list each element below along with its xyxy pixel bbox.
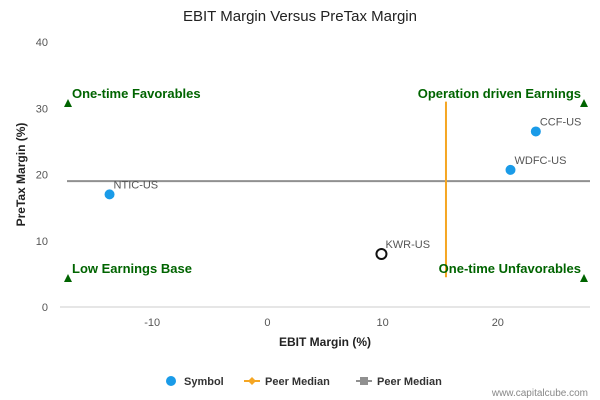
legend-label-peer-median-x: Peer Median — [265, 376, 330, 388]
legend-marker-diamond — [248, 377, 256, 385]
data-point — [375, 248, 388, 260]
y-tick-label: 30 — [36, 103, 48, 115]
x-tick-label: 20 — [492, 317, 504, 329]
x-tick-label: -10 — [144, 317, 160, 329]
data-point-label: KWR-US — [385, 239, 430, 251]
data-point — [104, 189, 115, 200]
data-point-label: NTIC-US — [114, 179, 159, 191]
chart-title: EBIT Margin Versus PreTax Margin — [183, 8, 417, 25]
quadrant-marker-triangle — [580, 99, 588, 107]
data-point-label: WDFC-US — [515, 155, 567, 167]
y-axis-title: PreTax Margin (%) — [14, 123, 28, 227]
legend-label-symbol: Symbol — [184, 376, 224, 388]
quadrant-marker-triangle — [580, 274, 588, 282]
quadrant-marker-triangle — [64, 99, 72, 107]
y-tick-label: 10 — [36, 236, 48, 248]
quadrant-label-bottom-left: Low Earnings Base — [72, 261, 192, 276]
plot-area: 0 10 20 30 40 -10 0 10 20 EBIT Margin (%) PreTax M… — [14, 37, 590, 349]
y-tick-label: 0 — [42, 302, 48, 314]
legend: Symbol Peer Median Peer Median — [166, 376, 442, 388]
data-point-label: CCF-US — [540, 116, 582, 128]
data-point — [505, 164, 516, 175]
quadrant-label-top-right: Operation driven Earnings — [418, 86, 581, 101]
y-tick-label: 20 — [36, 170, 48, 182]
legend-marker-square — [360, 377, 368, 385]
credit-text: www.capitalcube.com — [491, 388, 588, 399]
quadrant-marker-triangle — [64, 274, 72, 282]
legend-label-peer-median-y: Peer Median — [377, 376, 442, 388]
quadrant-label-bottom-right: One-time Unfavorables — [439, 261, 581, 276]
data-point — [530, 126, 541, 137]
x-axis-title: EBIT Margin (%) — [279, 335, 371, 349]
quadrant-label-top-left: One-time Favorables — [72, 86, 201, 101]
y-tick-label: 40 — [36, 37, 48, 49]
x-tick-label: 0 — [264, 317, 270, 329]
legend-marker-symbol — [166, 376, 176, 386]
x-tick-label: 10 — [376, 317, 388, 329]
